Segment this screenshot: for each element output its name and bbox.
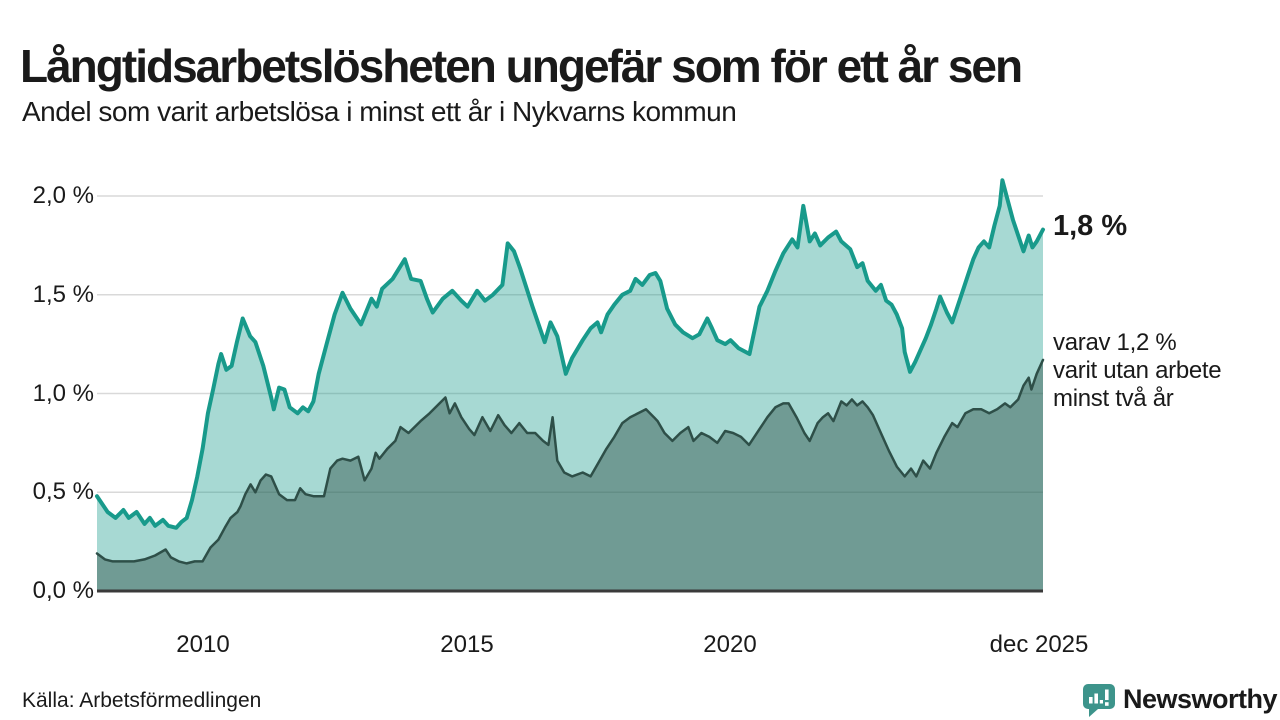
latest-value-annotation: 1,8 % <box>1053 209 1128 242</box>
x-axis-tick-label: 2015 <box>440 631 494 658</box>
y-axis-tick-label: 2,0 % <box>32 182 94 209</box>
brand-name-label: Newsworthy <box>1123 684 1278 714</box>
source-caption: Källa: Arbetsförmedlingen <box>22 689 262 712</box>
y-axis-tick-label: 0,0 % <box>32 577 94 604</box>
x-axis-tick-label: 2010 <box>176 631 230 658</box>
series-area-0 <box>97 180 1043 591</box>
y-axis-tick-label: 1,0 % <box>32 379 94 407</box>
secondary-annotation-line-2: varit utan arbete <box>1053 356 1222 384</box>
secondary-annotation-line-3: minst två år <box>1053 384 1174 412</box>
x-axis-tick-label: dec 2025 <box>989 631 1089 658</box>
chart-subtitle: Andel som varit arbetslösa i minst ett å… <box>22 96 737 127</box>
x-axis-tick-label: 2020 <box>703 631 757 658</box>
newsworthy-logo: Newsworthy <box>1082 683 1278 720</box>
secondary-annotation-line-1: varav 1,2 % <box>1053 328 1177 356</box>
series-line-0 <box>95 178 1045 530</box>
y-axis-tick-label: 0,5 % <box>32 478 94 506</box>
series-line-1 <box>95 358 1045 565</box>
bar-chart-speech-bubble-icon <box>1082 683 1116 720</box>
page-title: Långtidsarbetslösheten ungefär som för e… <box>20 39 1023 92</box>
y-axis-tick-label: 1,5 % <box>32 280 94 308</box>
secondary-series-annotation: varav 1,2 % varit utan arbete minst två … <box>1053 328 1222 413</box>
